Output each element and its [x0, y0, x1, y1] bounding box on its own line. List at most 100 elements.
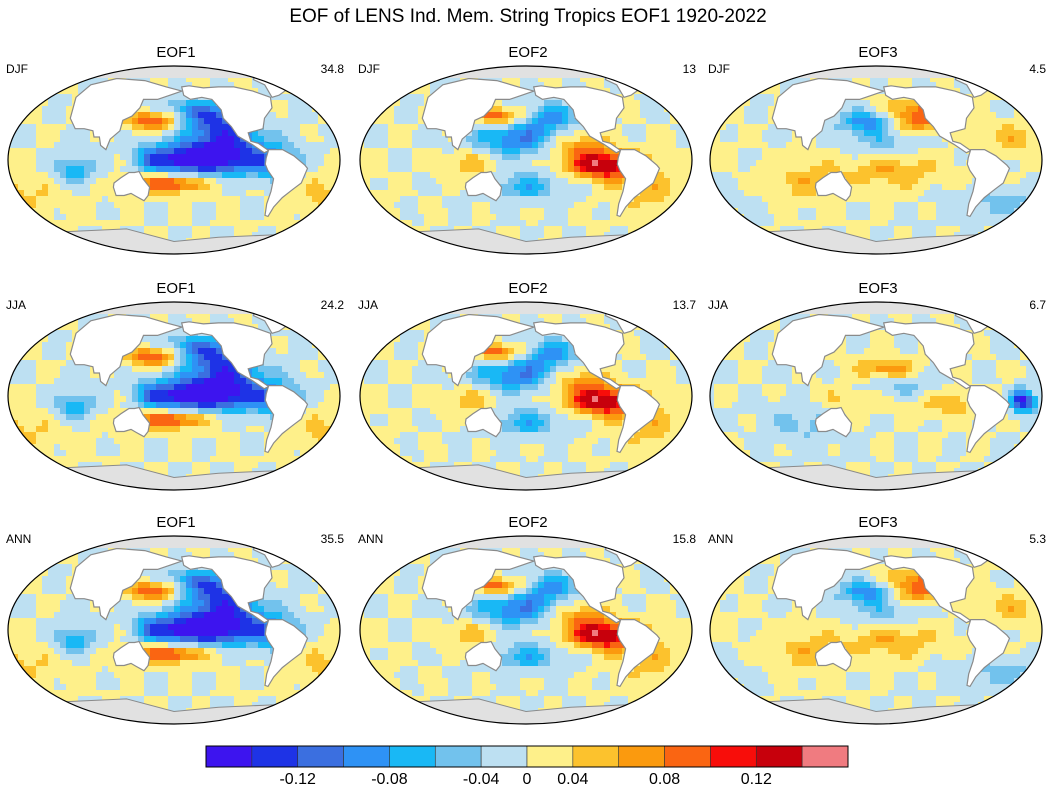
- field-cell: [102, 66, 109, 71]
- field-cell: [210, 154, 217, 161]
- field-cell: [682, 106, 689, 113]
- land-asia: [69, 77, 184, 151]
- field-cell: [400, 154, 407, 161]
- field-cell: [586, 196, 593, 203]
- field-cell: [912, 118, 919, 125]
- field-cell: [90, 76, 97, 83]
- field-cell: [222, 202, 229, 209]
- field-cell: [108, 184, 115, 191]
- field-cell: [894, 160, 901, 167]
- field-cell: [670, 154, 677, 161]
- field-cell: [762, 184, 769, 191]
- field-cell: [174, 226, 181, 233]
- field-cell: [264, 250, 271, 254]
- field-cell: [640, 118, 647, 125]
- field-cell: [568, 166, 575, 173]
- field-cell: [406, 66, 413, 71]
- field-cell: [60, 76, 67, 83]
- field-cell: [388, 250, 395, 254]
- field-cell: [550, 106, 557, 113]
- field-cell: [714, 66, 721, 71]
- field-cell: [12, 178, 19, 185]
- field-cell: [906, 178, 913, 185]
- field-cell: [610, 130, 617, 137]
- field-cell: [1032, 70, 1039, 77]
- field-cell: [400, 160, 407, 167]
- field-cell: [906, 148, 913, 155]
- field-cell: [580, 226, 587, 233]
- field-cell: [550, 82, 557, 89]
- field-cell: [382, 130, 389, 137]
- field-cell: [556, 196, 563, 203]
- field-cell: [388, 190, 395, 197]
- field-cell: [8, 196, 13, 203]
- field-cell: [786, 208, 793, 215]
- field-cell: [228, 190, 235, 197]
- field-cell: [526, 214, 533, 221]
- field-cell: [1008, 142, 1015, 149]
- field-cell: [882, 172, 889, 179]
- field-cell: [616, 214, 623, 221]
- field-cell: [258, 214, 265, 221]
- field-cell: [174, 112, 181, 119]
- field-cell: [246, 214, 253, 221]
- field-cell: [60, 94, 67, 101]
- field-cell: [526, 184, 533, 191]
- field-cell: [388, 88, 395, 95]
- field-cell: [628, 94, 635, 101]
- field-cell: [418, 244, 425, 251]
- field-cell: [664, 190, 671, 197]
- field-cell: [102, 154, 109, 161]
- field-cell: [198, 106, 205, 113]
- field-cell: [418, 184, 425, 191]
- field-cell: [264, 214, 271, 221]
- field-cell: [186, 214, 193, 221]
- field-cell: [162, 220, 169, 227]
- field-cell: [478, 202, 485, 209]
- field-cell: [870, 178, 877, 185]
- field-cell: [12, 112, 19, 119]
- field-cell: [48, 184, 55, 191]
- field-cell: [888, 178, 895, 185]
- field-cell: [822, 196, 829, 203]
- field-cell: [520, 202, 527, 209]
- field-cell: [574, 250, 581, 254]
- field-cell: [12, 88, 19, 95]
- field-cell: [240, 232, 247, 239]
- field-cell: [192, 100, 199, 107]
- field-cell: [30, 142, 37, 149]
- field-cell: [900, 130, 907, 137]
- field-cell: [556, 172, 563, 179]
- field-cell: [774, 172, 781, 179]
- field-cell: [198, 148, 205, 155]
- field-cell: [156, 124, 163, 131]
- field-cell: [216, 136, 223, 143]
- field-cell: [688, 214, 692, 221]
- field-cell: [514, 232, 521, 239]
- field-cell: [532, 202, 539, 209]
- field-cell: [288, 106, 295, 113]
- field-cell: [544, 148, 551, 155]
- field-cell: [710, 202, 715, 209]
- field-cell: [984, 66, 991, 71]
- field-cell: [126, 118, 133, 125]
- field-cell: [54, 202, 61, 209]
- field-cell: [144, 196, 151, 203]
- field-cell: [538, 166, 545, 173]
- field-cell: [810, 154, 817, 161]
- field-cell: [984, 106, 991, 113]
- field-cell: [840, 166, 847, 173]
- field-cell: [454, 208, 461, 215]
- field-cell: [108, 148, 115, 155]
- field-cell: [562, 118, 569, 125]
- field-cell: [144, 148, 151, 155]
- field-cell: [360, 238, 365, 245]
- field-cell: [180, 196, 187, 203]
- field-cell: [454, 178, 461, 185]
- field-cell: [126, 208, 133, 215]
- field-cell: [652, 238, 659, 245]
- field-cell: [900, 178, 907, 185]
- field-cell: [670, 118, 677, 125]
- field-cell: [604, 88, 611, 95]
- field-cell: [744, 172, 751, 179]
